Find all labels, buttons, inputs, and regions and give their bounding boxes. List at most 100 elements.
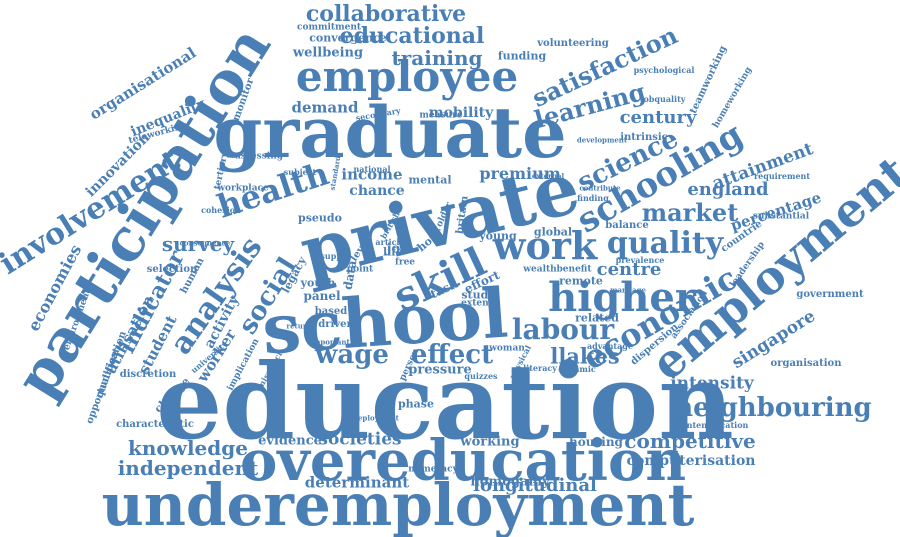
word: job [386, 241, 410, 257]
word: longitudinal [473, 475, 597, 496]
word: determinant [304, 473, 410, 492]
word: study [461, 288, 495, 302]
word: government [796, 289, 864, 300]
word: measure [419, 110, 463, 121]
word: demand [291, 98, 359, 117]
word: effect [410, 340, 494, 370]
word: graduate [213, 91, 567, 174]
word: funding [497, 49, 547, 63]
word: quizzes [464, 371, 498, 381]
word: underemployment [101, 471, 695, 537]
word: related [575, 311, 619, 325]
word: assessing [234, 151, 284, 162]
word: development [576, 135, 628, 145]
word: educational [339, 23, 485, 49]
word: extent [461, 298, 493, 309]
word: pressure [408, 362, 472, 378]
word: advantage [587, 341, 633, 351]
word: jobquality [640, 94, 686, 104]
word: cohesion [201, 205, 241, 215]
word: commitment [296, 22, 362, 33]
word: remote [559, 274, 603, 288]
word: chance [349, 183, 405, 199]
word: discretion [119, 369, 177, 380]
word: training [391, 46, 483, 70]
word: mental [408, 173, 452, 187]
word: subject [283, 167, 317, 177]
word: national [353, 164, 391, 174]
word: external [531, 171, 565, 181]
word: youth [300, 276, 336, 290]
word: phase [397, 397, 435, 411]
word: housing [569, 435, 623, 449]
word: wealth [523, 264, 557, 275]
word: consequence [179, 238, 231, 248]
word: prevalence [615, 255, 665, 265]
word: based [314, 306, 348, 317]
word: article [375, 237, 405, 247]
word: higher [548, 274, 696, 321]
word: homogamy [470, 474, 550, 490]
word: mobility [428, 105, 494, 121]
word: england [687, 179, 769, 200]
word: marriage [610, 285, 646, 295]
word: work [492, 223, 598, 268]
word: deployment [353, 413, 399, 423]
word: century [619, 107, 697, 128]
word: llakes [550, 343, 620, 369]
word: literacy [523, 363, 557, 373]
word: education [156, 340, 734, 463]
word: knowledge [128, 436, 248, 460]
word: societies [318, 429, 402, 450]
word: quality [606, 226, 724, 261]
word: important [310, 337, 350, 347]
word: convergence [309, 31, 387, 45]
word: requirement [753, 171, 811, 181]
word: computerisation [626, 453, 756, 469]
word: centre [596, 259, 662, 280]
word: benefit [556, 264, 592, 275]
word: intensity [670, 373, 754, 394]
word: young [479, 229, 517, 243]
word: independent [117, 456, 259, 480]
word: workplace [217, 183, 269, 194]
word: neighbouring [674, 393, 872, 423]
word: labour [511, 313, 615, 346]
word: life [382, 245, 404, 259]
word: psychological [633, 65, 695, 75]
word: return [286, 321, 312, 331]
word: contribute [579, 183, 621, 193]
word: free [394, 257, 416, 268]
word: overeducation [239, 428, 687, 494]
word: organisation [770, 358, 842, 369]
word: global [533, 225, 573, 239]
word: intrinsic [620, 132, 668, 143]
word: survey [161, 232, 235, 256]
word: pseudo [298, 211, 342, 225]
word: competitive [624, 429, 756, 453]
word: characteristic [116, 419, 194, 430]
word: employee [295, 52, 519, 101]
word: substantial [752, 211, 810, 222]
word: intensification [683, 420, 749, 430]
word: wellbeing [292, 45, 364, 61]
word: collaborative [305, 1, 467, 27]
word: selection [146, 264, 198, 275]
word: evidence [258, 433, 322, 449]
word: dynamic [558, 364, 596, 374]
word: premium [479, 164, 561, 183]
word: volunteering [537, 38, 609, 49]
word: market [641, 198, 739, 227]
word: working [460, 434, 520, 450]
word: driven [318, 319, 354, 330]
word: panel [303, 289, 341, 303]
word: point [346, 264, 374, 275]
word: wage [315, 340, 389, 370]
word: numeracy [408, 464, 458, 475]
word: income [341, 165, 403, 184]
word: balance [605, 220, 649, 231]
word: finding [577, 193, 609, 203]
word: woman [489, 343, 525, 354]
word: supply [320, 251, 350, 261]
